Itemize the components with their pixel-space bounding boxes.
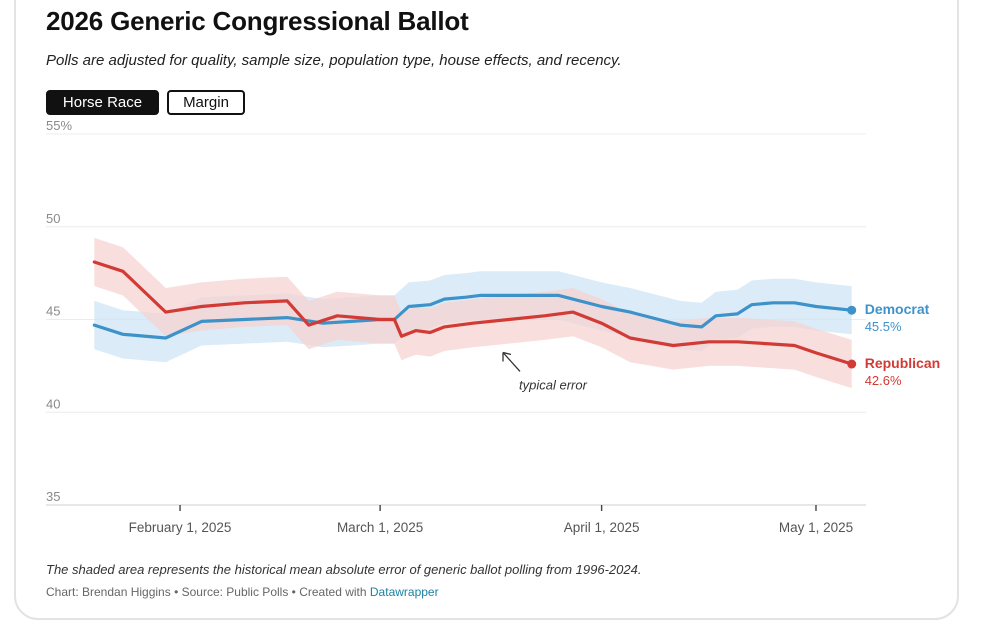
- credit-line: Chart: Brendan Higgins • Source: Public …: [46, 585, 439, 599]
- republican-end-label: Republican: [865, 355, 940, 371]
- margin-toggle-button[interactable]: Margin: [167, 90, 245, 115]
- x-tick-label: March 1, 2025: [337, 520, 423, 535]
- y-tick-label: 55%: [46, 120, 72, 133]
- democrat-end-value: 45.5%: [865, 319, 902, 334]
- republican-end-value: 42.6%: [865, 373, 902, 388]
- republican-line: [92, 260, 854, 366]
- label-layer: 35 40 45 50 55% February 1, 2025 March 1, 2025…: [46, 120, 940, 535]
- footnote: The shaded area represents the historica…: [46, 562, 642, 577]
- series-line-layer: [92, 260, 857, 369]
- x-tick-label: May 1, 2025: [779, 520, 853, 535]
- y-tick-label: 35: [46, 489, 60, 504]
- datawrapper-link[interactable]: Datawrapper: [369, 585, 439, 599]
- y-tick-label: 40: [46, 396, 60, 411]
- republican-endpoint: [847, 359, 857, 369]
- chart-title: 2026 Generic Congressional Ballot: [46, 6, 469, 36]
- line-chart: 35 40 45 50 55% February 1, 2025 March 1, 2025…: [46, 120, 940, 535]
- democrat-endpoint: [847, 305, 857, 315]
- democrat-line: [92, 293, 854, 340]
- x-tick-label: February 1, 2025: [129, 520, 232, 535]
- error-band-layer: [94, 237, 852, 389]
- chart-subtitle: Polls are adjusted for quality, sample s…: [46, 52, 622, 69]
- y-tick-label: 50: [46, 211, 60, 226]
- y-tick-label: 45: [46, 304, 60, 319]
- annotation-typical-error: typical error: [519, 377, 588, 392]
- democrat-end-label: Democrat: [865, 301, 930, 317]
- horse-race-toggle-button[interactable]: Horse Race: [46, 90, 159, 115]
- republican-error-band: [94, 237, 852, 389]
- annotation-arrow: [502, 351, 521, 372]
- x-tick-label: April 1, 2025: [564, 520, 640, 535]
- credit-text: Chart: Brendan Higgins • Source: Public …: [46, 585, 370, 599]
